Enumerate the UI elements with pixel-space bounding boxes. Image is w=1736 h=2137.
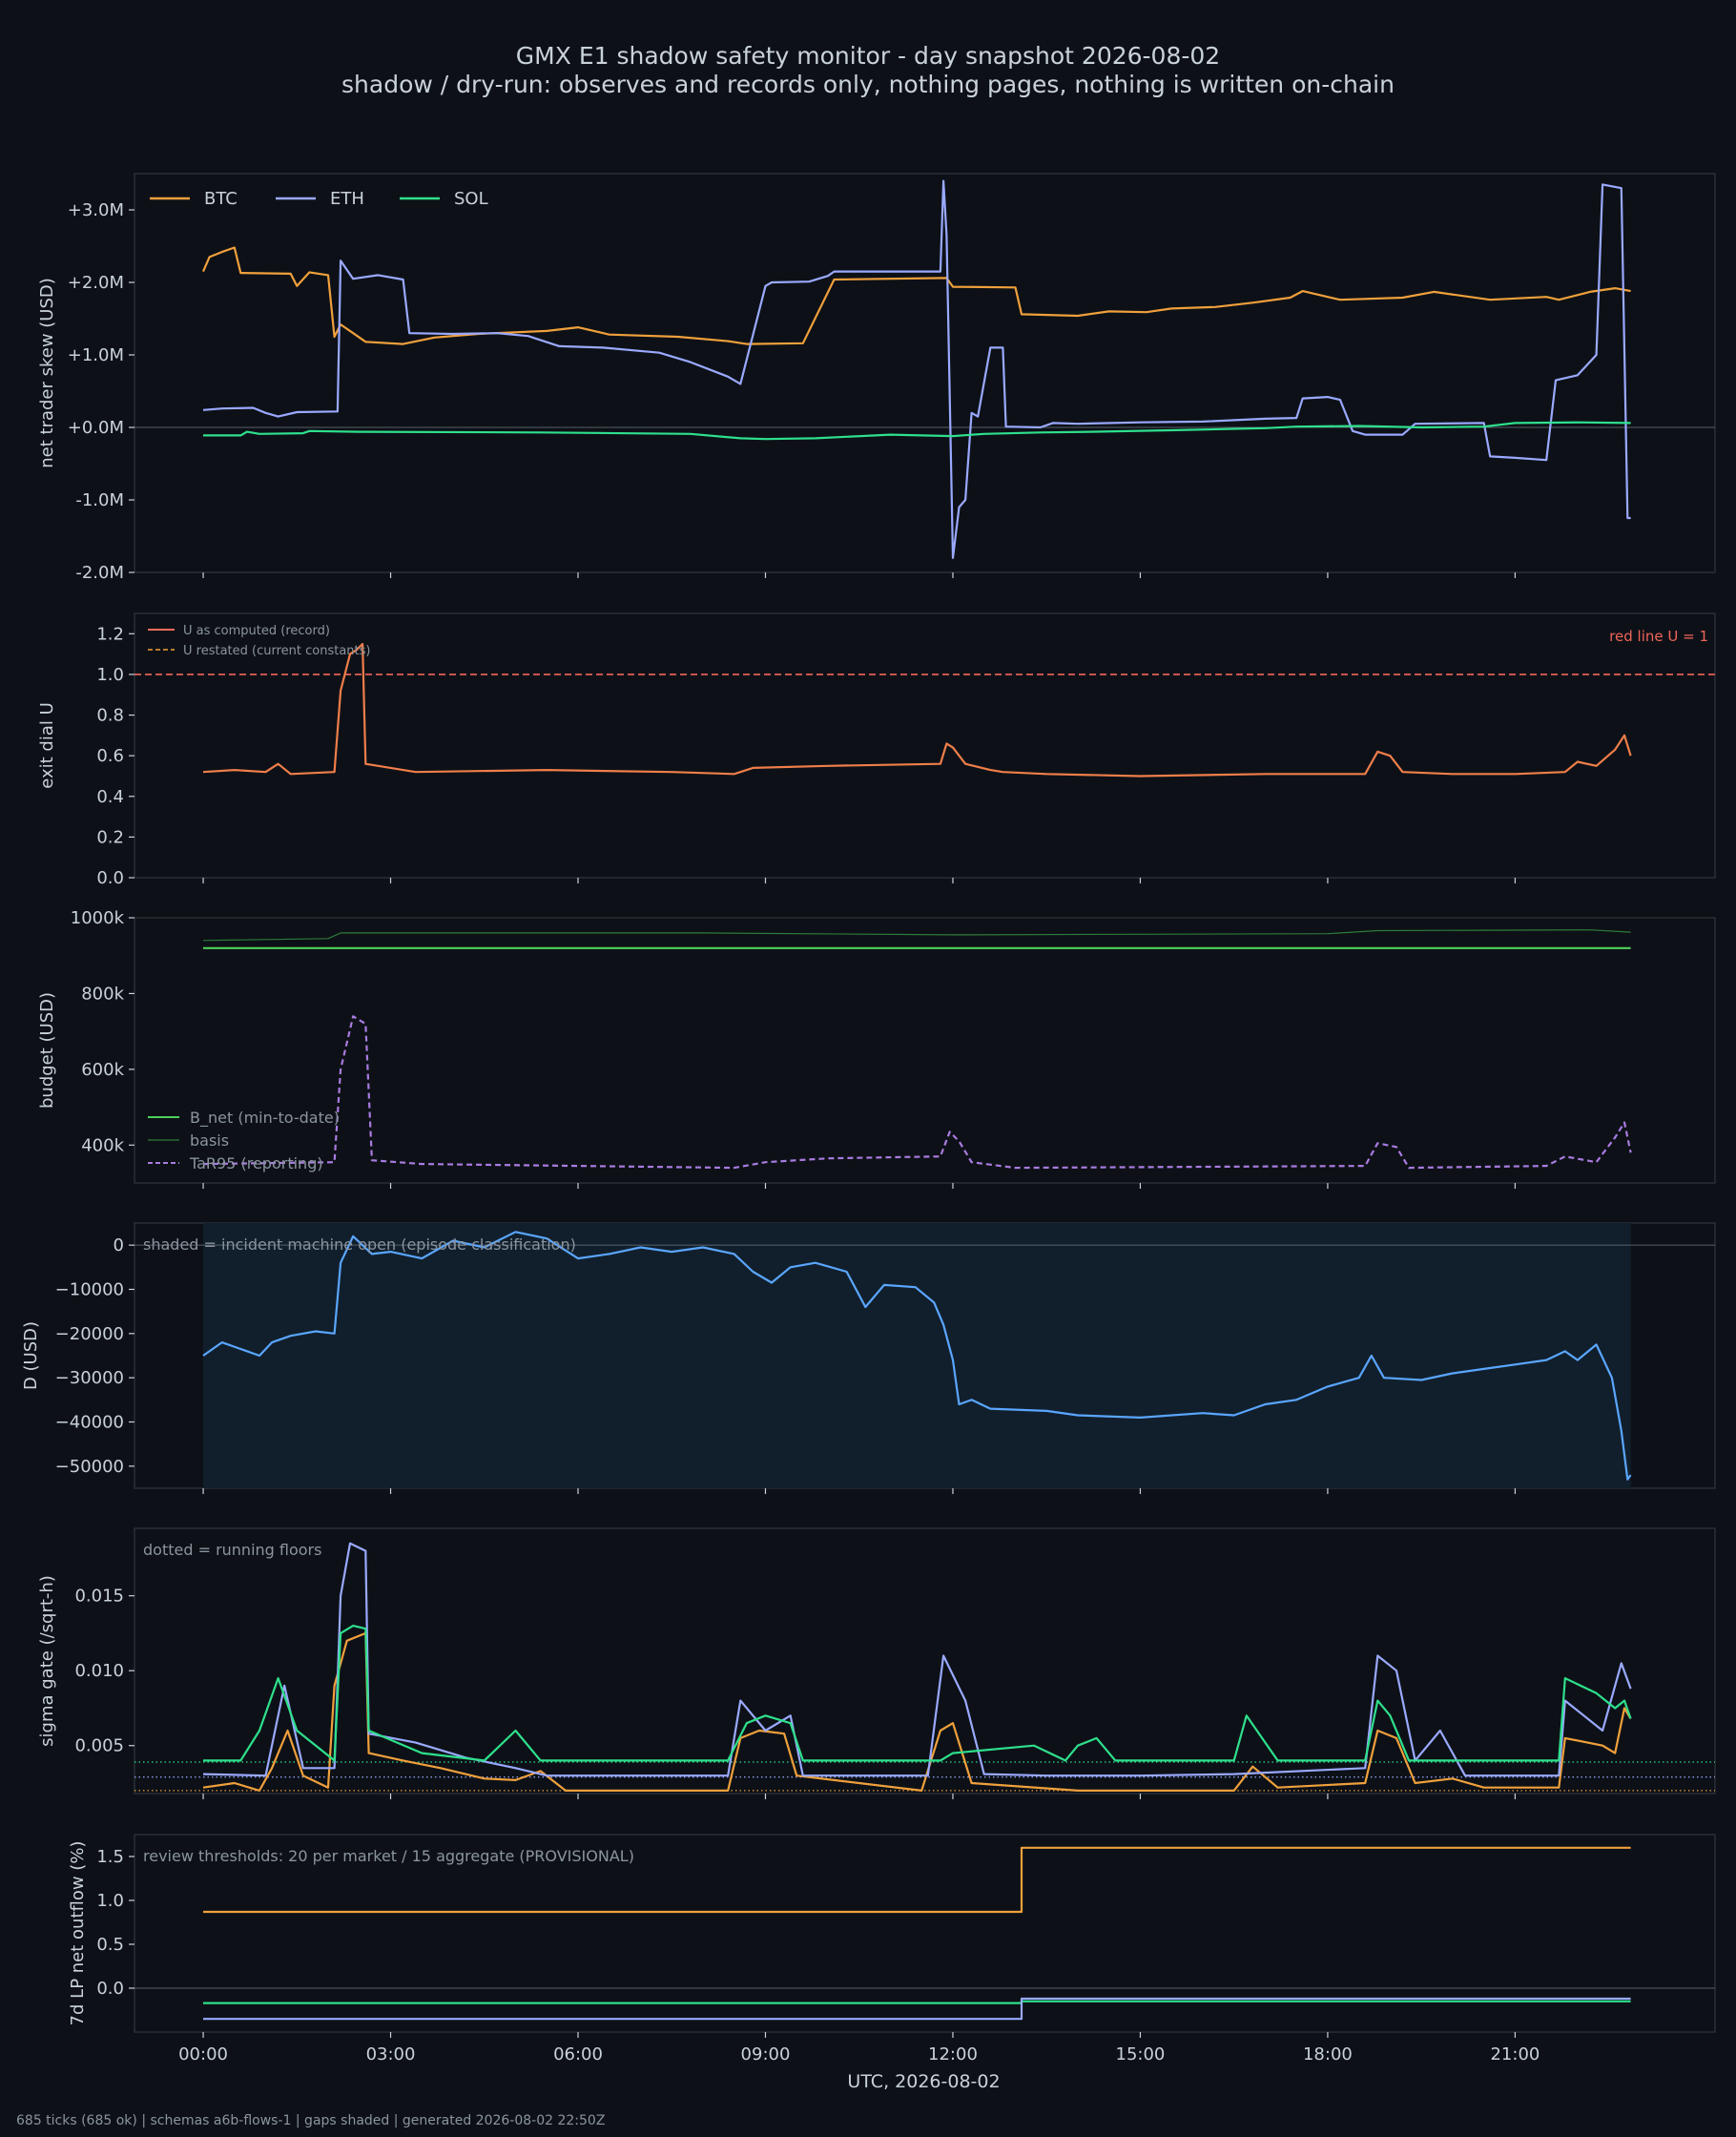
panel-annotation: review thresholds: 20 per market / 15 ag…	[143, 1847, 634, 1865]
plot-frame	[134, 173, 1716, 573]
y-tick-label: −40000	[55, 1413, 124, 1433]
y-tick-label: 1000k	[71, 908, 125, 928]
chart-title: GMX E1 shadow safety monitor - day snaps…	[515, 42, 1221, 70]
x-tick-label: 06:00	[553, 2044, 603, 2064]
series-group	[202, 929, 1632, 1170]
series-line-eth	[202, 1542, 1632, 1777]
series-line-eth	[203, 1997, 1631, 2021]
legend-label-btc: BTC	[204, 189, 238, 209]
panel-lp_outflow: 1.5 1.0 0.5 0.0 00:00 03:00 06:00 09:00 12:00 15:…	[68, 1834, 1716, 2064]
y-tick-label: 0.2	[96, 827, 124, 847]
legend-label-b_net: B_net (min-to-date)	[190, 1109, 340, 1128]
y-tick-label: 400k	[81, 1135, 124, 1155]
y-axis-label: D (USD)	[21, 1321, 41, 1390]
y-tick-label: 1.5	[96, 1847, 124, 1867]
legend-label-u-restated: U restated (current constants)	[183, 644, 370, 658]
y-tick-label: 0.8	[96, 706, 124, 726]
series-line-u	[202, 642, 1632, 778]
panel-annotation: dotted = running floors	[143, 1541, 321, 1559]
series-line-eth	[202, 179, 1631, 559]
y-tick-label: 0.005	[74, 1736, 124, 1756]
y-tick-label: 0	[114, 1235, 124, 1255]
y-tick-label: 0.0	[96, 1979, 124, 1999]
x-tick-label: 18:00	[1303, 2044, 1353, 2064]
y-tick-label: 0.010	[74, 1661, 124, 1681]
y-axis-label: budget (USD)	[37, 992, 57, 1109]
series-line-btc	[202, 1631, 1632, 1792]
y-tick-label: 0.6	[96, 746, 124, 766]
series-line-sol	[203, 1625, 1632, 1762]
y-axis-label: 7d LP net outflow (%)	[68, 1841, 88, 2026]
y-tick-label: -1.0M	[75, 490, 124, 510]
y-tick-label: 1.0	[96, 665, 124, 685]
y-tick-label: +0.0M	[68, 418, 124, 438]
legend-label-u-record: U as computed (record)	[183, 624, 330, 638]
y-tick-label: 0.5	[96, 1935, 124, 1955]
chart-subtitle: shadow / dry-run: observes and records o…	[341, 71, 1395, 98]
y-tick-label: 1.2	[96, 624, 124, 644]
plot-frame	[134, 612, 1716, 879]
series-group	[201, 179, 1631, 559]
plot-frame	[134, 917, 1716, 1184]
series-group	[202, 642, 1632, 778]
y-tick-label: 1.0	[96, 1891, 124, 1911]
panel-skew: +3.0M +2.0M +1.0M +0.0M -1.0M -2.0M net trader…	[37, 173, 1716, 583]
x-axis-label: UTC, 2026-08-02	[847, 2071, 1000, 2092]
x-tick-label: 00:00	[178, 2044, 228, 2064]
y-tick-label: -2.0M	[75, 563, 124, 583]
series-group	[202, 1231, 1632, 1481]
series-line-sol	[203, 421, 1631, 441]
y-tick-label: 600k	[81, 1060, 124, 1080]
panel-budget: 1000k 800k 600k 400k budget (USD) B_net (min-…	[37, 908, 1716, 1189]
y-tick-label: +1.0M	[68, 345, 124, 365]
series-group	[202, 1542, 1632, 1792]
y-tick-label: −30000	[55, 1368, 124, 1388]
legend-label-sol: SOL	[454, 189, 488, 209]
x-tick-label: 21:00	[1490, 2044, 1540, 2064]
legend-label-basis: basis	[190, 1131, 229, 1150]
y-tick-label: +3.0M	[68, 200, 124, 220]
panel-d_usd: 0 −10000 −20000 −30000 −40000 −50000 D (USD) sh…	[21, 1222, 1716, 1494]
x-tick-label: 15:00	[1116, 2044, 1166, 2064]
x-tick-label: 09:00	[741, 2044, 791, 2064]
y-axis-label: exit dial U	[37, 702, 57, 789]
y-axis-label: sigma gate (/sqrt-h)	[37, 1575, 57, 1747]
y-axis-label: net trader skew (USD)	[37, 278, 57, 468]
panel-sigma_gate: 0.015 0.010 0.005 sigma gate (/sqrt-h) dotte…	[37, 1527, 1716, 1799]
legend-label-tar95: TaR95 (reporting)	[189, 1154, 323, 1172]
x-tick-label: 12:00	[928, 2044, 978, 2064]
y-tick-label: 0.4	[96, 787, 124, 807]
red-line-label: red line U = 1	[1609, 628, 1708, 645]
incident-shade	[203, 1223, 1631, 1488]
y-tick-label: −10000	[55, 1280, 124, 1300]
series-group	[203, 1846, 1631, 2021]
panel-exit_dial: red line U = 1 1.2 1.0 0.8 0.6 0.4 0.2 0.0 exit …	[37, 612, 1716, 888]
series-line-basis	[202, 929, 1631, 942]
y-tick-label: 0.015	[74, 1587, 124, 1607]
series-line-btc	[203, 1846, 1631, 1914]
y-tick-label: −20000	[55, 1324, 124, 1344]
y-tick-label: +2.0M	[68, 273, 124, 293]
series-line-btc	[201, 246, 1631, 345]
panel-annotation: shaded = incident machine open (episode …	[143, 1235, 576, 1254]
y-tick-label: −50000	[55, 1457, 124, 1477]
series-line-d	[202, 1231, 1632, 1481]
legend-label-eth: ETH	[330, 189, 364, 209]
footer-status: 685 ticks (685 ok) | schemas a6b-flows-1…	[16, 2113, 606, 2128]
y-tick-label: 800k	[81, 984, 124, 1004]
x-tick-label: 03:00	[366, 2044, 416, 2064]
y-tick-label: 0.0	[96, 868, 124, 888]
